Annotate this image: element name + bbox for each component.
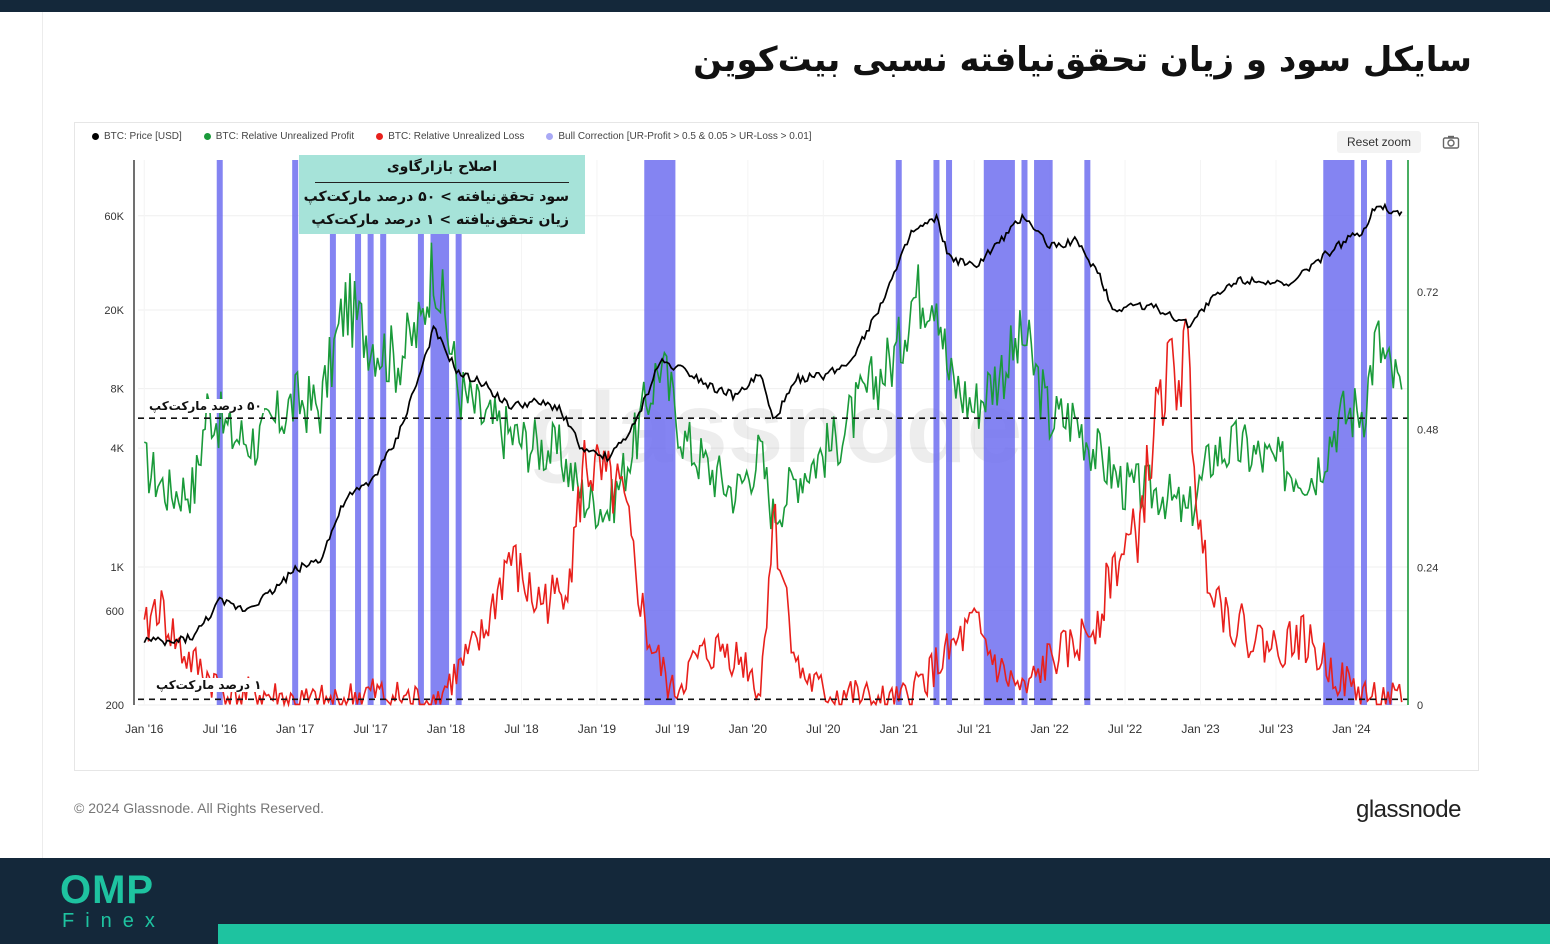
legend-item-loss[interactable]: BTC: Relative Unrealized Loss <box>376 131 524 142</box>
y-left-tick-label: 1K <box>111 562 125 574</box>
annotation-profit-condition: سود تحقق‌نیافته > ۵۰ درصد مارکت‌کپ <box>303 189 569 205</box>
correction-band <box>1021 160 1028 705</box>
x-tick-label: Jan '22 <box>1030 722 1069 736</box>
y-left-tick-label: 60K <box>104 211 124 223</box>
correction-band <box>355 160 362 705</box>
legend-item-correction[interactable]: Bull Correction [UR-Profit > 0.5 & 0.05 … <box>546 131 812 142</box>
price-line <box>143 202 1403 647</box>
x-tick-label: Jan '16 <box>125 722 164 736</box>
legend-item-price[interactable]: BTC: Price [USD] <box>92 131 182 142</box>
legend-dot-icon <box>92 133 99 140</box>
axes: 200 600 1K 4K 8K 20K 60K 0 0.24 0.48 0.72 Jan '16 Ju… <box>104 160 1438 736</box>
loss-line <box>143 318 1403 708</box>
legend-label: BTC: Price [USD] <box>104 131 182 142</box>
x-tick-label: Jul '16 <box>203 722 238 736</box>
correction-band <box>895 160 902 705</box>
legend-dot-icon <box>376 133 384 140</box>
correction-band <box>455 160 462 705</box>
x-tick-label: Jan '19 <box>578 722 617 736</box>
footer-logo-subtitle: Finex <box>62 910 166 932</box>
correction-band <box>367 160 374 705</box>
series-lines <box>143 202 1403 708</box>
correction-band <box>329 160 336 705</box>
reset-zoom-button[interactable]: Reset zoom <box>1337 131 1421 153</box>
y-right-tick-label: 0 <box>1417 700 1423 712</box>
x-tick-label: Jan '21 <box>880 722 919 736</box>
footer-logo: OMP <box>60 868 155 912</box>
x-tick-label: Jul '23 <box>1259 722 1294 736</box>
ref-label-50pct: ۵۰ درصد مارکت‌کپ <box>147 399 264 413</box>
x-tick-label: Jul '20 <box>806 722 841 736</box>
legend-dot-icon <box>203 133 211 140</box>
annotation-title: اصلاح بازارگاوی <box>386 159 498 175</box>
camera-icon[interactable] <box>1442 134 1460 150</box>
footer-accent-stripe <box>218 924 1550 944</box>
legend-item-profit[interactable]: BTC: Relative Unrealized Profit <box>203 131 355 142</box>
legend-label: BTC: Relative Unrealized Profit <box>215 131 355 142</box>
copyright: © 2024 Glassnode. All Rights Reserved. <box>74 800 325 816</box>
correction-band <box>1084 160 1091 705</box>
x-tick-label: Jan '20 <box>729 722 768 736</box>
legend-dot-icon <box>546 133 554 140</box>
y-left-tick-label: 20K <box>104 305 124 317</box>
reference-lines <box>138 417 1408 701</box>
correction-band <box>380 160 387 705</box>
correction-band <box>430 160 450 705</box>
correction-band <box>1034 160 1053 705</box>
top-bar <box>0 0 1550 12</box>
legend-label: Bull Correction [UR-Profit > 0.5 & 0.05 … <box>558 131 812 142</box>
x-tick-label: Jul '19 <box>655 722 690 736</box>
ref-label-1pct: ۱ درصد مارکت‌کپ <box>154 678 264 692</box>
y-left-tick-label: 4K <box>111 443 125 455</box>
y-left-tick-label: 200 <box>106 700 124 712</box>
x-tick-label: Jan '17 <box>276 722 315 736</box>
x-tick-label: Jul '17 <box>353 722 388 736</box>
x-tick-label: Jan '24 <box>1332 722 1371 736</box>
brand-logo: glassnode <box>1356 796 1461 823</box>
y-right-tick-label: 0.48 <box>1417 425 1438 437</box>
correction-band <box>1386 160 1393 705</box>
legend: BTC: Price [USD] BTC: Relative Unrealize… <box>92 131 812 142</box>
x-tick-label: Jul '21 <box>957 722 992 736</box>
legend-label: BTC: Relative Unrealized Loss <box>388 131 525 142</box>
y-right-tick-label: 0.72 <box>1417 287 1438 299</box>
annotation-loss-condition: زیان تحقق‌نیافته > ۱ درصد مارکت‌کپ <box>311 212 569 228</box>
annotation-separator <box>315 182 569 183</box>
page-title: سایکل سود و زیان تحقق‌نیافته نسبی بیت‌کو… <box>693 40 1472 80</box>
left-divider <box>42 12 43 858</box>
correction-band <box>292 160 299 705</box>
x-tick-label: Jan '23 <box>1181 722 1220 736</box>
y-right-tick-label: 0.24 <box>1417 562 1438 574</box>
y-left-tick-label: 8K <box>111 384 125 396</box>
x-tick-label: Jan '18 <box>427 722 466 736</box>
correction-band <box>644 160 676 705</box>
y-left-tick-label: 600 <box>106 606 124 618</box>
annotation-box: اصلاح بازارگاوی سود تحقق‌نیافته > ۵۰ درص… <box>299 155 585 234</box>
correction-band <box>946 160 953 705</box>
correction-band <box>1323 160 1355 705</box>
correction-band <box>417 160 424 705</box>
x-tick-label: Jul '22 <box>1108 722 1143 736</box>
correction-band <box>933 160 940 705</box>
x-tick-label: Jul '18 <box>504 722 539 736</box>
